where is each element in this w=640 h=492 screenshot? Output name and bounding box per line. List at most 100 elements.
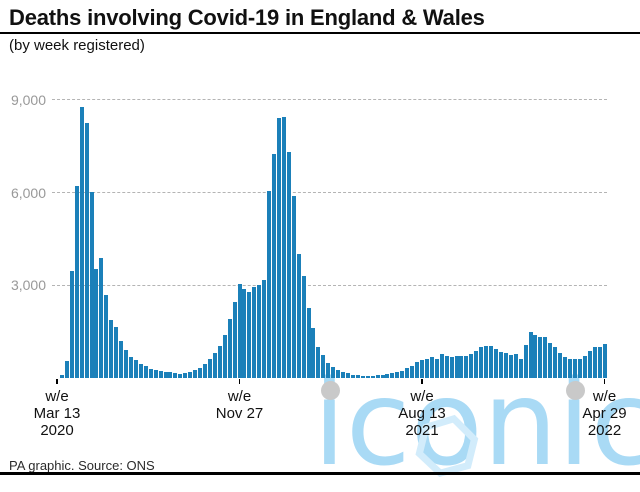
bar-week-14 <box>124 350 128 378</box>
gridline-6000 <box>52 192 607 193</box>
bar-week-34 <box>223 335 227 378</box>
bar-week-85 <box>474 351 478 378</box>
gridline-9000 <box>52 99 607 100</box>
bar-week-18 <box>144 366 148 378</box>
bar-week-70 <box>400 371 404 378</box>
bar-week-77 <box>435 359 439 378</box>
bar-week-81 <box>455 356 459 378</box>
bar-week-94 <box>519 359 523 378</box>
bar-week-72 <box>410 366 414 378</box>
bar-week-91 <box>504 353 508 378</box>
bar-week-54 <box>321 355 325 378</box>
bar-week-93 <box>514 354 518 378</box>
bar-week-13 <box>119 341 123 378</box>
bar-week-3 <box>70 271 74 378</box>
bar-week-75 <box>425 359 429 378</box>
bar-week-49 <box>297 254 301 378</box>
bar-week-38 <box>242 289 246 378</box>
bar-week-43 <box>267 191 271 378</box>
bar-week-87 <box>484 346 488 378</box>
bar-week-44 <box>272 154 276 378</box>
bar-week-74 <box>420 360 424 378</box>
bar-week-37 <box>238 284 242 378</box>
bar-week-30 <box>203 364 207 378</box>
bar-week-47 <box>287 152 291 378</box>
bar-week-73 <box>415 362 419 378</box>
bar-week-110 <box>598 347 602 378</box>
bar-week-46 <box>282 117 286 378</box>
bar-week-24 <box>173 373 177 378</box>
bar-week-56 <box>331 367 335 378</box>
bar-week-88 <box>489 346 493 378</box>
bar-week-92 <box>509 355 513 378</box>
x-tick-0 <box>56 379 58 384</box>
bar-week-107 <box>583 356 587 378</box>
bar-week-7 <box>90 192 94 378</box>
bar-week-15 <box>129 357 133 378</box>
bar-week-9 <box>99 258 103 378</box>
bar-week-62 <box>361 376 365 378</box>
bar-week-19 <box>149 369 153 378</box>
bar-week-67 <box>385 374 389 378</box>
bar-week-63 <box>366 376 370 378</box>
bar-week-106 <box>578 359 582 378</box>
y-axis-label-6000: 6,000 <box>0 185 46 201</box>
bar-week-69 <box>395 372 399 378</box>
bar-week-84 <box>469 354 473 378</box>
bar-week-29 <box>198 368 202 378</box>
bar-week-22 <box>164 372 168 378</box>
bar-week-100 <box>548 343 552 378</box>
bar-week-68 <box>390 373 394 378</box>
bar-week-60 <box>351 375 355 378</box>
bar-week-20 <box>154 370 158 378</box>
bar-week-50 <box>302 276 306 378</box>
bar-week-27 <box>188 372 192 378</box>
y-axis-label-9000: 9,000 <box>0 92 46 108</box>
x-axis-label-37: w/e Nov 27 <box>195 388 285 422</box>
bar-week-16 <box>134 360 138 378</box>
bar-week-59 <box>346 373 350 378</box>
bar-week-17 <box>139 364 143 378</box>
bar-week-21 <box>159 371 163 378</box>
bar-week-35 <box>228 319 232 378</box>
bar-week-23 <box>168 372 172 378</box>
bar-week-105 <box>573 359 577 378</box>
x-axis-label-111: w/e Apr 29 2022 <box>560 388 640 439</box>
bar-week-58 <box>341 372 345 378</box>
source-credit: PA graphic. Source: ONS <box>9 458 155 473</box>
bar-week-79 <box>445 356 449 378</box>
bar-week-52 <box>311 328 315 378</box>
x-axis-label-74: w/e Aug 13 2021 <box>377 388 467 439</box>
bar-week-55 <box>326 363 330 378</box>
bar-week-12 <box>114 327 118 378</box>
bar-week-6 <box>85 123 89 378</box>
bar-week-42 <box>262 280 266 378</box>
bar-week-90 <box>499 352 503 378</box>
bar-week-80 <box>450 357 454 378</box>
bar-week-98 <box>538 337 542 378</box>
bottom-divider <box>0 472 640 475</box>
bar-week-36 <box>233 302 237 378</box>
bar-week-66 <box>381 375 385 378</box>
bar-week-104 <box>568 359 572 378</box>
bar-week-8 <box>94 269 98 378</box>
bar-week-65 <box>376 375 380 378</box>
x-axis-label-0: w/e Mar 13 2020 <box>12 388 102 439</box>
bar-week-53 <box>316 347 320 378</box>
bar-week-109 <box>593 347 597 378</box>
x-tick-111 <box>604 379 606 384</box>
bar-week-28 <box>193 370 197 378</box>
bar-week-61 <box>356 375 360 378</box>
bar-week-10 <box>104 295 108 378</box>
bar-week-103 <box>563 357 567 378</box>
bar-week-2 <box>65 361 69 378</box>
bar-week-78 <box>440 354 444 378</box>
bar-week-108 <box>588 351 592 378</box>
bar-week-101 <box>553 347 557 378</box>
bar-week-31 <box>208 359 212 378</box>
bar-week-32 <box>213 353 217 378</box>
bar-week-45 <box>277 118 281 378</box>
x-tick-37 <box>239 379 241 384</box>
bar-week-1 <box>60 375 64 378</box>
